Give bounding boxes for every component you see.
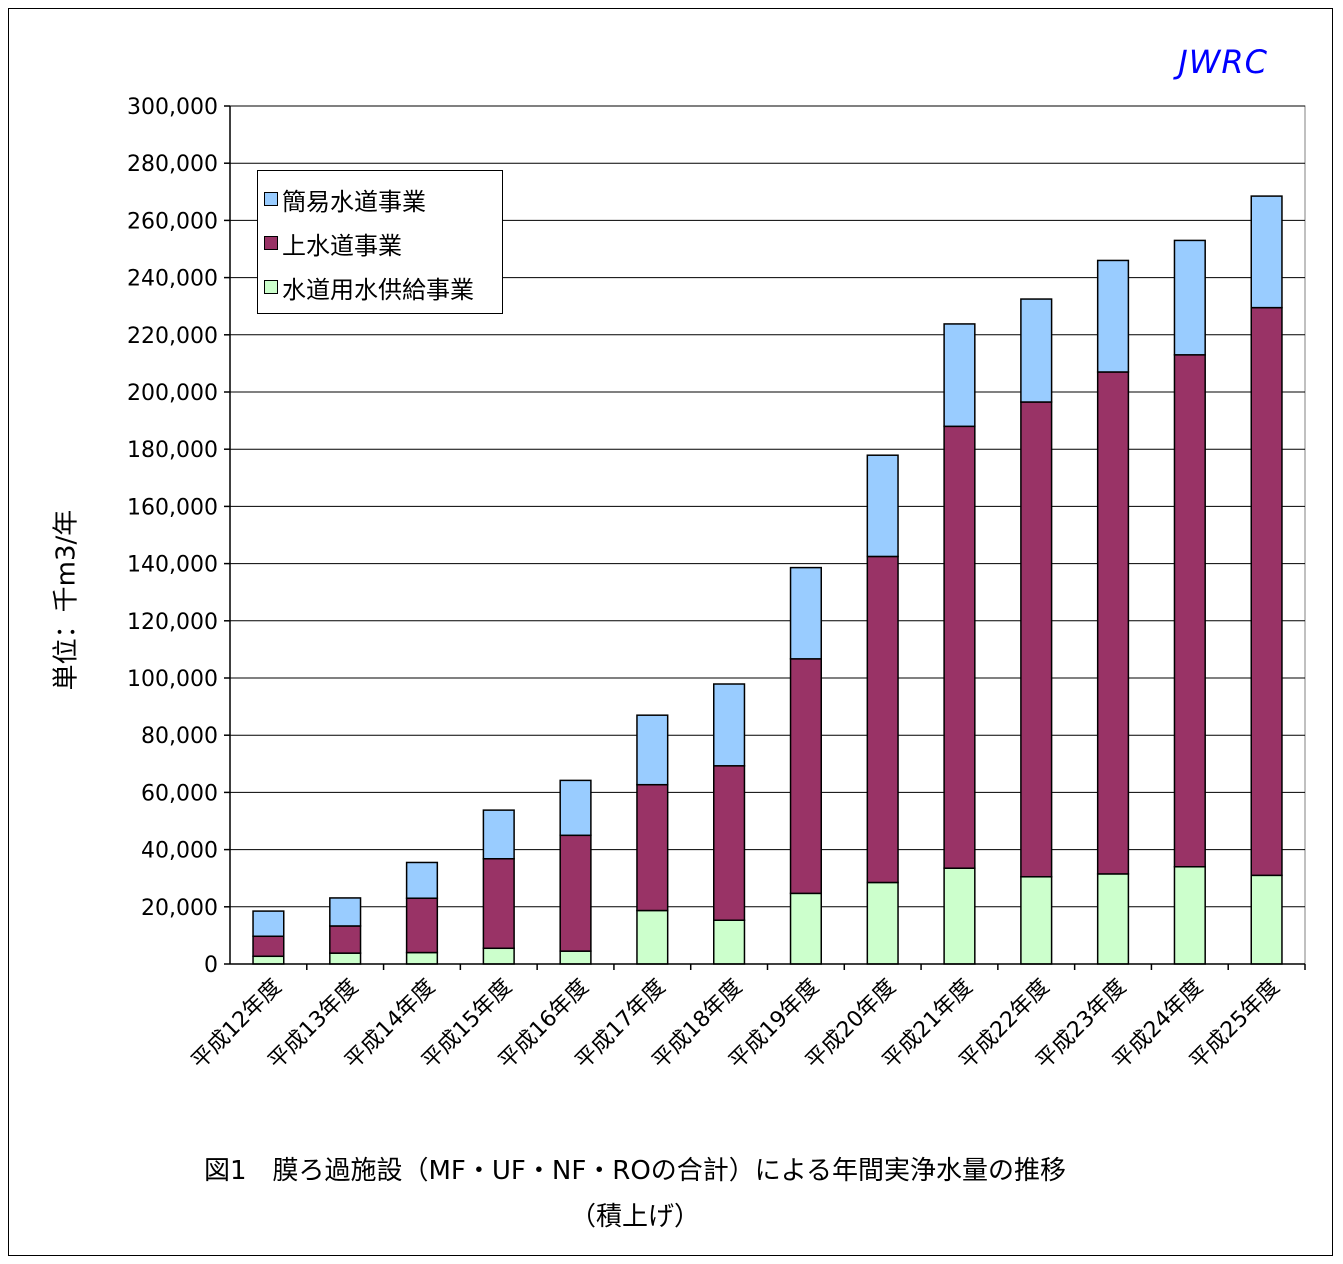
- bar-segment: [482, 809, 515, 860]
- bar-segment: [713, 919, 746, 965]
- y-tick-label: 160,000: [127, 495, 218, 520]
- y-tick-labels: 0 20,000 40,000 60,000 80,000 100,000 120,000 1…: [127, 95, 218, 978]
- legend-swatch-water-supply: [264, 236, 278, 250]
- y-tick-label: 220,000: [127, 324, 218, 349]
- bar-segment: [1173, 866, 1206, 965]
- legend-swatch-simple-water: [264, 192, 278, 206]
- bar-segment: [482, 858, 515, 950]
- bar-segment: [713, 683, 746, 767]
- bar-segment: [559, 950, 592, 965]
- bar-segment: [636, 909, 669, 965]
- bar-segment: [252, 935, 285, 958]
- legend-label: 簡易水道事業: [282, 187, 426, 216]
- bar-segment: [1173, 239, 1206, 356]
- legend-label: 水道用水供給事業: [282, 275, 474, 304]
- bar-segment: [559, 834, 592, 952]
- y-tick-label: 260,000: [127, 209, 218, 234]
- bar-segment: [329, 925, 362, 954]
- figure-caption-subtitle: （積上げ）: [569, 1202, 700, 1232]
- bar-segment: [866, 555, 899, 884]
- y-tick-label: 120,000: [127, 610, 218, 635]
- bar-segment: [1096, 371, 1130, 875]
- y-tick-label: 180,000: [127, 438, 218, 463]
- bar-segment: [405, 861, 439, 899]
- bar-segment: [1020, 401, 1053, 878]
- axes: [224, 105, 1306, 970]
- bar-segment: [405, 951, 439, 965]
- bar-segment: [1096, 259, 1130, 373]
- legend-label: 上水道事業: [282, 231, 402, 260]
- bar-segment: [789, 566, 822, 660]
- legend-item: 簡易水道事業: [258, 177, 502, 221]
- bar-segment: [943, 425, 976, 869]
- x-tick-labels: 平成12年度平成13年度平成14年度平成15年度平成16年度平成17年度平成18…: [187, 975, 1285, 1075]
- bar-segment: [329, 952, 362, 965]
- bar-segment: [1250, 306, 1283, 877]
- bar-segment: [482, 947, 515, 965]
- bar-segment: [789, 892, 822, 965]
- brand-logo-text: JWRC: [1178, 43, 1268, 81]
- y-tick-label: 100,000: [127, 667, 218, 692]
- bar-segment: [789, 658, 822, 895]
- bar-segment: [252, 910, 285, 938]
- bars: [252, 195, 1283, 965]
- y-tick-label: 280,000: [127, 152, 218, 177]
- y-tick-label: 300,000: [127, 95, 218, 120]
- legend: 簡易水道事業 上水道事業 水道用水供給事業: [257, 170, 503, 314]
- bar-segment: [1020, 876, 1053, 965]
- y-tick-label: 40,000: [141, 839, 218, 864]
- legend-item: 上水道事業: [258, 221, 502, 265]
- bar-segment: [1020, 298, 1053, 403]
- bar-segment: [636, 783, 669, 912]
- bar-segment: [943, 323, 976, 428]
- y-axis-label: 単位：千m3/年: [51, 509, 82, 691]
- y-tick-label: 80,000: [141, 724, 218, 749]
- bar-segment: [943, 867, 976, 965]
- y-tick-label: 200,000: [127, 381, 218, 406]
- bar-segment: [1250, 874, 1283, 965]
- bar-segment: [866, 454, 899, 558]
- bar-segment: [636, 714, 669, 786]
- legend-item: 水道用水供給事業: [258, 265, 502, 309]
- bar-segment: [713, 765, 746, 921]
- legend-swatch-bulk-water: [264, 280, 278, 294]
- bar-segment: [1250, 195, 1283, 309]
- y-tick-label: 0: [204, 953, 218, 978]
- y-tick-label: 20,000: [141, 896, 218, 921]
- bar-segment: [559, 779, 592, 837]
- bar-segment: [329, 897, 362, 927]
- y-tick-label: 60,000: [141, 781, 218, 806]
- bar-segment: [1096, 873, 1130, 965]
- bar-segment: [405, 897, 439, 954]
- y-tick-label: 240,000: [127, 267, 218, 292]
- bar-segment: [252, 955, 285, 965]
- bar-segment: [1173, 354, 1206, 868]
- bar-segment: [866, 881, 899, 965]
- figure-caption: 図1 膜ろ過施設（MF・UF・NF・ROの合計）による年間実浄水量の推移: [203, 1156, 1067, 1186]
- y-tick-label: 140,000: [127, 553, 218, 578]
